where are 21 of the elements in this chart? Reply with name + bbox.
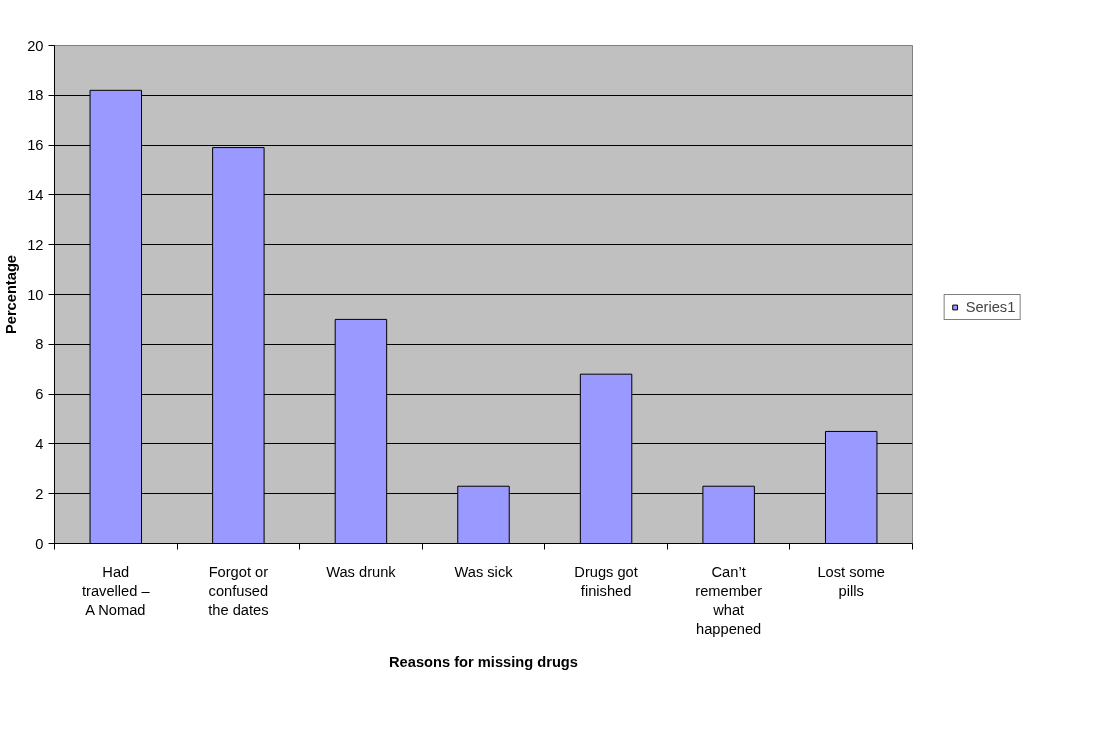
x-tick-label: Was drunk <box>326 563 397 580</box>
y-axis-title: Percentage <box>3 254 20 335</box>
y-tick-label: 18 <box>27 87 44 104</box>
y-tick-label: 12 <box>27 236 44 253</box>
y-tick-label: 14 <box>27 186 44 203</box>
x-tick-label: Lost some pills <box>817 563 886 599</box>
y-tick-label: 20 <box>27 37 44 54</box>
x-tick-label: Was sick <box>454 563 514 580</box>
y-tick-label: 2 <box>35 485 44 502</box>
y-tick-label: 16 <box>27 137 44 154</box>
x-tick-label: Forgot or confused the dates <box>208 563 269 618</box>
y-tick-label: 6 <box>35 386 44 403</box>
x-tick-label: Had travelled – A Nomad <box>81 563 151 618</box>
y-tick-label: 8 <box>35 336 44 353</box>
legend-label: Series1 <box>965 298 1016 315</box>
x-tick-label: Can’t remember what happened <box>695 563 763 638</box>
y-tick-label: 4 <box>35 435 44 452</box>
y-tick-label: 0 <box>35 535 44 552</box>
y-tick-label: 10 <box>27 286 44 303</box>
x-axis-title: Reasons for missing drugs <box>389 654 578 671</box>
x-tick-label: Drugs got finished <box>574 563 638 599</box>
